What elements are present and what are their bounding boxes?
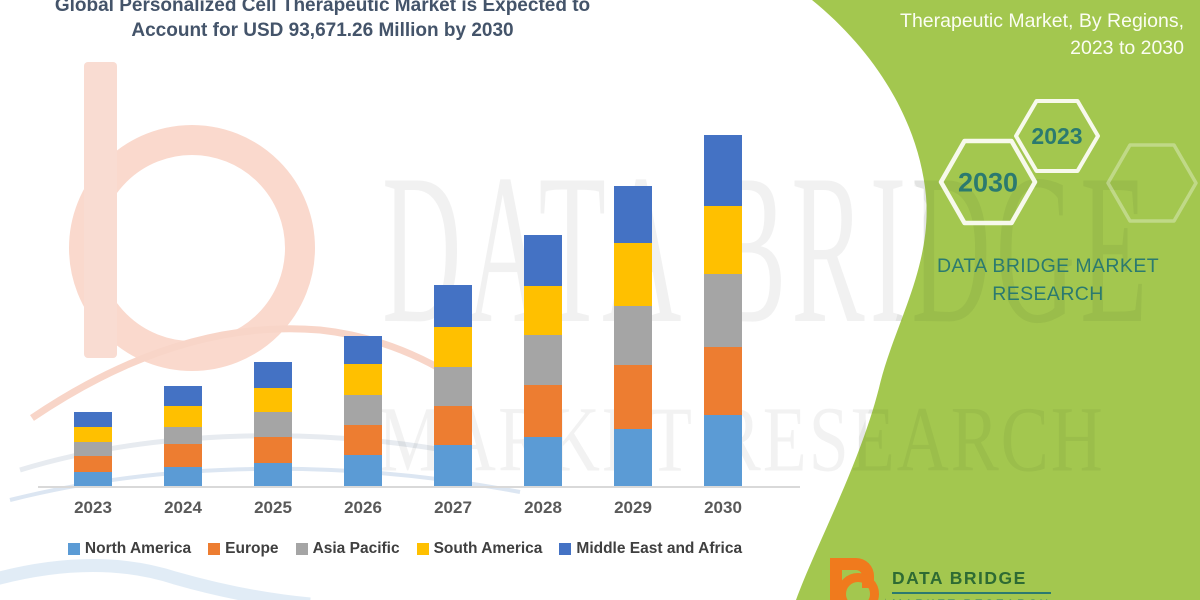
x-axis-label-2023: 2023 <box>74 498 112 517</box>
bar-segment-2028-europe <box>524 385 562 437</box>
chart-title-line-1: Global Personalized Cell Therapeutic Mar… <box>54 0 591 16</box>
brand-text-line-1: DATA BRIDGE MARKET <box>936 255 1160 277</box>
bar-segment-2026-south-america <box>344 363 382 396</box>
bar-segment-2030-north-america <box>704 415 742 487</box>
bar-segment-2023-south-america <box>74 427 112 442</box>
bar-segment-2024-north-america <box>164 467 202 487</box>
legend-swatch-icon <box>67 543 80 555</box>
bar-segment-2029-south-america <box>614 242 652 307</box>
legend-label: North America <box>84 540 192 557</box>
bar-group-2026 <box>344 336 382 487</box>
bar-segment-2024-south-america <box>164 406 202 428</box>
legend-label: Asia Pacific <box>312 540 400 557</box>
bar-segment-2025-south-america <box>254 387 292 413</box>
bar-segment-2026-europe <box>344 424 382 456</box>
legend-label: Europe <box>225 540 279 557</box>
data-bridge-wordmark: DATA BRIDGE <box>892 568 1051 594</box>
bar-segment-2026-middle-east-and-africa <box>344 336 382 364</box>
bar-segment-2025-middle-east-and-africa <box>254 362 292 388</box>
bar-segment-2029-north-america <box>614 428 652 487</box>
bar-segment-2024-asia-pacific <box>164 427 202 444</box>
chart-legend: North America Europe Asia Pacific South Ame… <box>20 540 790 558</box>
bar-segment-2028-north-america <box>524 436 562 487</box>
market-research-wordmark: MARKET RESEARCH <box>892 597 1051 600</box>
bar-segment-2028-middle-east-and-africa <box>524 235 562 287</box>
panel-heading-line-3: 2023 to 2030 <box>1070 37 1184 59</box>
bar-segment-2029-europe <box>614 365 652 429</box>
footer-logo: DATA BRIDGE MARKET RESEARCH <box>822 558 1051 600</box>
chart-title-line-2: Account for USD 93,671.26 Million by 203… <box>131 20 514 41</box>
legend-label: Middle East and Africa <box>576 540 743 557</box>
bar-group-2029 <box>614 185 652 487</box>
legend-swatch-icon <box>208 543 221 555</box>
bar-segment-2025-europe <box>254 437 292 463</box>
bar-group-2024 <box>164 386 202 487</box>
bar-segment-2024-europe <box>164 443 202 467</box>
brand-text: DATA BRIDGE MARKET RESEARCH <box>905 252 1191 308</box>
bar-segment-2028-asia-pacific <box>524 335 562 386</box>
legend-item-south-america: South America <box>416 540 543 558</box>
bar-segment-2030-middle-east-and-africa <box>704 134 742 207</box>
bar-segment-2024-middle-east-and-africa <box>164 386 202 407</box>
bar-segment-2026-asia-pacific <box>344 395 382 425</box>
bar-segment-2027-europe <box>434 406 472 446</box>
bar-segment-2025-north-america <box>254 462 292 487</box>
legend-item-asia-pacific: Asia Pacific <box>295 540 400 558</box>
bar-segment-2023-north-america <box>74 472 112 487</box>
bar-segment-2027-south-america <box>434 326 472 368</box>
bar-segment-2025-asia-pacific <box>254 412 292 438</box>
legend-swatch-icon <box>295 543 308 555</box>
bar-segment-2027-middle-east-and-africa <box>434 285 472 327</box>
bar-segment-2023-asia-pacific <box>74 442 112 456</box>
bar-segment-2027-asia-pacific <box>434 367 472 407</box>
bar-segment-2030-europe <box>704 346 742 416</box>
legend-label: South America <box>433 540 543 557</box>
bar-group-2028 <box>524 235 562 487</box>
legend-item-north-america: North America <box>67 540 192 558</box>
x-axis-label-2028: 2028 <box>524 498 562 517</box>
bar-segment-2030-asia-pacific <box>704 274 742 347</box>
panel-heading-line-1: Global Personalized Cell <box>830 0 1184 8</box>
b-icon-bowl <box>837 573 879 600</box>
x-axis-label-2029: 2029 <box>614 498 652 517</box>
footer-logo-text: DATA BRIDGE MARKET RESEARCH <box>892 558 1051 600</box>
bar-group-2030 <box>704 134 742 487</box>
bar-group-2025 <box>254 362 292 487</box>
x-axis-label-2030: 2030 <box>704 498 742 517</box>
bar-segment-2027-north-america <box>434 445 472 487</box>
x-axis-baseline <box>38 486 800 488</box>
x-axis-label-2026: 2026 <box>344 498 382 517</box>
brand-text-line-2: RESEARCH <box>992 283 1104 305</box>
bar-segment-2030-south-america <box>704 206 742 275</box>
chart-plot-area <box>74 134 742 487</box>
bar-segment-2028-south-america <box>524 286 562 336</box>
bar-segment-2023-europe <box>74 456 112 472</box>
data-bridge-b-icon <box>822 558 888 600</box>
legend-swatch-icon <box>559 543 572 555</box>
legend-swatch-icon <box>416 543 429 555</box>
panel-heading: Global Personalized Cell Therapeutic Mar… <box>830 0 1184 62</box>
panel-heading-line-2: Therapeutic Market, By Regions, <box>900 10 1184 32</box>
legend-item-europe: Europe <box>208 540 279 558</box>
bar-segment-2026-north-america <box>344 455 382 487</box>
bar-segment-2029-asia-pacific <box>614 306 652 366</box>
x-axis-label-2027: 2027 <box>434 498 472 517</box>
bar-segment-2023-middle-east-and-africa <box>74 412 112 427</box>
x-axis-label-2024: 2024 <box>164 498 202 517</box>
chart-title: Global Personalized Cell Therapeutic Mar… <box>0 0 645 43</box>
legend-item-middle-east-and-africa: Middle East and Africa <box>559 540 742 558</box>
bar-segment-2029-middle-east-and-africa <box>614 185 652 243</box>
bar-group-2027 <box>434 285 472 487</box>
x-axis-label-2025: 2025 <box>254 498 292 517</box>
bar-group-2023 <box>74 412 112 487</box>
